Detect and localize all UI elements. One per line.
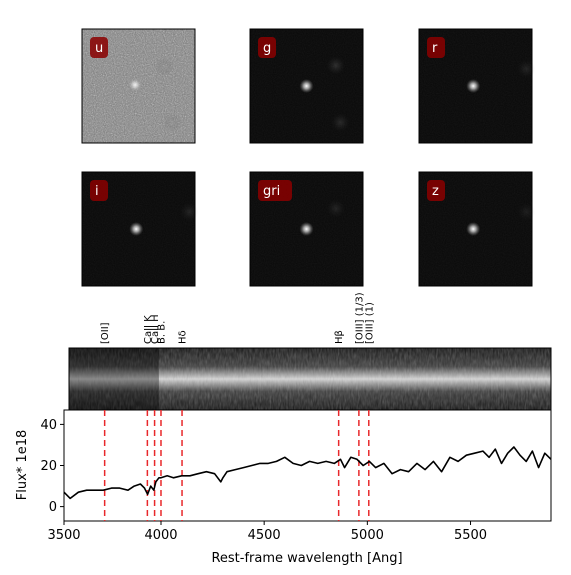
galaxy-source [128, 77, 143, 92]
faint-source [163, 113, 182, 132]
faint-source [326, 199, 345, 218]
panel-frame [81, 28, 196, 144]
panel-frame [81, 171, 196, 287]
band-label: u [95, 41, 103, 56]
band-label-box [90, 37, 108, 58]
emission-line-label: Hβ [334, 330, 345, 344]
band-label-box [427, 37, 445, 58]
image-panel-i: i [81, 171, 199, 287]
x-tick-label: 4500 [248, 528, 281, 543]
band-label-box [427, 180, 445, 201]
panel-frame [418, 171, 533, 287]
galaxy-source [466, 222, 481, 236]
band-label: z [432, 184, 439, 199]
image-panel-u: u [81, 28, 196, 144]
y-tick-label: 20 [40, 459, 57, 474]
image-panel-z: z [418, 171, 536, 287]
faint-source [517, 202, 536, 221]
emission-line-label: Hδ [178, 330, 189, 344]
panel-frame [249, 171, 364, 287]
x-tick-label: 5500 [454, 528, 487, 543]
galaxy-source [299, 79, 314, 93]
faint-source [331, 113, 350, 132]
spectrum-image-strip [68, 347, 552, 411]
image-panel-r: r [418, 28, 536, 144]
emission-line-label: [OIII] (1/3) [354, 292, 365, 344]
x-tick-label: 5000 [351, 528, 384, 543]
faint-source [517, 59, 536, 78]
band-label-box [258, 180, 292, 201]
faint-source [155, 57, 174, 76]
panel-frame [418, 28, 533, 144]
emission-line-label: B. B. [156, 321, 167, 344]
spectrum-strip-noise [69, 348, 551, 410]
band-label: g [263, 41, 271, 56]
band-label-box [90, 180, 108, 201]
galaxy-source [129, 222, 144, 236]
image-panels: u g ri gri z [81, 28, 536, 287]
spectrum-plot: 3500 4000 4500 5000 5500 0 20 40 Rest-frame wa… [15, 409, 552, 566]
x-tick-label: 4000 [144, 528, 177, 543]
y-tick-label: 0 [49, 500, 57, 515]
band-label: r [432, 41, 438, 56]
galaxy-source [466, 79, 481, 93]
panel-frame [249, 28, 364, 144]
galaxy-source [299, 222, 314, 236]
faint-source [180, 202, 199, 221]
y-axis-ticks: 0 20 40 [40, 418, 64, 515]
emission-line-label: [OIII] (1) [364, 302, 375, 344]
spectrum-line [63, 446, 552, 500]
faint-source [326, 56, 345, 75]
x-tick-label: 3500 [47, 528, 80, 543]
image-panel-g: g [249, 28, 364, 144]
x-axis-label: Rest-frame wavelength [Ang] [211, 551, 402, 566]
emission-line-label: CaII H [150, 314, 161, 344]
image-panel-gri: gri [249, 171, 364, 287]
plot-frame [63, 409, 552, 522]
emission-line-label: CaII K [143, 315, 154, 344]
y-axis-label: Flux* 1e18 [15, 430, 30, 500]
emission-line-label: [OII] [100, 322, 111, 344]
x-axis-ticks: 3500 4000 4500 5000 5500 [47, 521, 487, 543]
band-label-box [258, 37, 276, 58]
y-tick-label: 40 [40, 418, 57, 433]
spectrum-strip-shade [69, 348, 159, 410]
emission-line-markers [103, 410, 370, 521]
band-label: gri [263, 184, 280, 199]
band-label: i [95, 184, 99, 199]
